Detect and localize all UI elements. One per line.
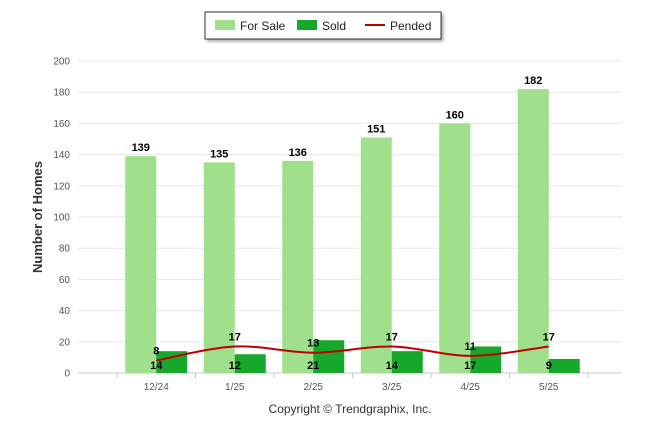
y-tick-label: 0 xyxy=(64,369,70,380)
sold-bar[interactable] xyxy=(470,346,502,373)
pended-line[interactable] xyxy=(156,345,549,362)
y-tick-label: 80 xyxy=(59,244,71,255)
x-tick-label: 1/25 xyxy=(225,382,245,393)
sold-bar[interactable] xyxy=(234,354,266,373)
y-axis-title: Number of Homes xyxy=(30,161,45,273)
pended-value-label: 17 xyxy=(229,331,241,343)
sold-value-label: 17 xyxy=(464,360,476,372)
sold-bar[interactable] xyxy=(156,351,188,373)
for-sale-bar[interactable] xyxy=(125,156,157,373)
for-sale-bar[interactable] xyxy=(439,123,471,374)
x-tick-label: 12/24 xyxy=(144,382,169,393)
sold-bar[interactable] xyxy=(313,340,345,373)
copyright-text: Copyright © Trendgraphix, Inc. xyxy=(269,402,432,416)
pended-value-label: 17 xyxy=(543,331,555,343)
for-sale-value-label: 151 xyxy=(367,123,385,135)
legend-item[interactable]: For Sale xyxy=(215,19,286,33)
pended-line-layer xyxy=(156,345,549,362)
sold-value-label: 12 xyxy=(229,360,241,372)
pended-value-label: 13 xyxy=(307,338,319,350)
y-tick-label: 40 xyxy=(59,306,71,317)
y-tick-label: 140 xyxy=(53,150,70,161)
legend-label: For Sale xyxy=(240,19,286,33)
y-tick-label: 120 xyxy=(53,181,70,192)
x-tick-label: 5/25 xyxy=(539,382,559,393)
sold-value-label: 21 xyxy=(307,360,319,372)
for-sale-bar[interactable] xyxy=(517,89,549,373)
legend-label: Pended xyxy=(390,19,431,33)
sold-bar[interactable] xyxy=(391,351,423,373)
bars xyxy=(125,89,580,374)
data-labels: 139 14 8 135 12 17 136 21 13 151 14 17 160 17 11 182 9 17 xyxy=(132,75,555,372)
y-tick-label: 100 xyxy=(53,213,70,224)
sold-value-label: 9 xyxy=(546,360,552,372)
legend-label: Sold xyxy=(322,19,346,33)
y-tick-label: 160 xyxy=(53,119,70,130)
legend-box xyxy=(204,11,442,40)
legend-swatch xyxy=(215,20,235,30)
legend-item[interactable]: Pended xyxy=(365,19,431,33)
y-tick-label: 60 xyxy=(59,275,71,286)
for-sale-bar[interactable] xyxy=(282,160,314,373)
for-sale-bar[interactable] xyxy=(360,137,392,373)
x-tick-label: 2/25 xyxy=(304,382,324,393)
for-sale-bar[interactable] xyxy=(203,162,235,373)
for-sale-value-label: 135 xyxy=(210,148,228,160)
sold-bar[interactable] xyxy=(548,358,580,373)
pended-value-label: 17 xyxy=(386,331,398,343)
for-sale-value-label: 139 xyxy=(132,142,150,154)
x-tick-label: 3/25 xyxy=(382,382,402,393)
legend-item[interactable]: Sold xyxy=(297,19,346,33)
for-sale-value-label: 136 xyxy=(289,147,307,159)
x-tick-label: 4/25 xyxy=(461,382,481,393)
sold-value-label: 14 xyxy=(150,360,163,372)
pended-value-label: 11 xyxy=(464,341,476,353)
y-tick-label: 200 xyxy=(53,57,70,68)
for-sale-value-label: 182 xyxy=(524,75,542,87)
sold-value-label: 14 xyxy=(386,360,399,372)
axes: 0 20 40 60 80 100 120 140 160 180 200 12/24 1/25 2/25… xyxy=(53,57,622,393)
for-sale-value-label: 160 xyxy=(446,109,464,121)
y-tick-label: 20 xyxy=(59,337,71,348)
y-tick-label: 180 xyxy=(53,88,70,99)
pended-value-label: 8 xyxy=(153,346,159,358)
legend-swatch xyxy=(297,20,317,30)
legend[interactable]: For Sale Sold Pended xyxy=(204,11,442,40)
